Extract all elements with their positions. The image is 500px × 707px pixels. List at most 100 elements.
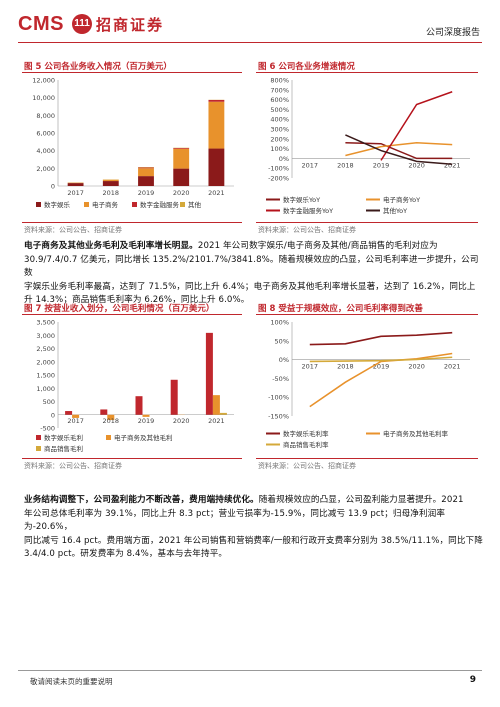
bar-0-0: [67, 183, 84, 186]
figure-8-top-rule: [256, 314, 478, 315]
bar-0-2: [138, 176, 154, 186]
x-tick-label-0-3: 2020: [173, 189, 190, 197]
x-tick-label-0-2: 2019: [138, 189, 155, 197]
figure-5-source: 资料来源：公司公告、招商证券: [24, 226, 122, 234]
legend-label-0-3: 其他: [188, 200, 202, 209]
figure-5-bottom-rule: [22, 222, 242, 223]
figure-8-title: 图 8 受益于规模效应，公司毛利率得到改善: [258, 304, 423, 314]
legend-label-0-1: 电子商务: [92, 200, 119, 209]
y-tick-label-2-3: 1,000: [36, 385, 55, 393]
figure-6-top-rule: [256, 72, 478, 73]
y-tick-label-1-2: 0%: [279, 155, 289, 163]
x-tick-label-2-1: 2018: [103, 417, 120, 425]
x-tick-label-0-0: 2017: [67, 189, 84, 197]
bar-0-1: [102, 181, 119, 186]
figure-7-title: 图 7 按营业收入划分，公司毛利情况（百万美元）: [24, 304, 215, 314]
x-tick-label-2-4: 2021: [208, 417, 225, 425]
x-tick-label-1-4: 2021: [444, 161, 461, 169]
bar-2-1-2: [142, 414, 150, 417]
paragraph-1-line-2: 30.9/7.4/0.7 亿美元，同比增长 135.2%/2101.7%/384…: [24, 254, 479, 279]
y-tick-label-3-5: 100%: [270, 319, 289, 327]
y-tick-label-0-6: 12,000: [32, 77, 55, 85]
x-tick-label-3-2: 2019: [373, 363, 390, 371]
y-tick-label-0-4: 8,000: [36, 112, 55, 120]
y-tick-label-1-7: 500%: [270, 106, 289, 114]
x-tick-label-1-3: 2020: [408, 161, 425, 169]
x-tick-label-2-0: 2017: [67, 417, 84, 425]
y-tick-label-2-8: 3,500: [36, 319, 55, 327]
y-tick-label-1-10: 800%: [270, 77, 289, 85]
legend-label-2-1: 电子商务及其他毛利: [114, 433, 173, 442]
y-tick-label-2-1: 0: [51, 411, 55, 419]
figure-5-chart: 0 2,000 4,000 6,000 8,000 10,000 12,000 2017 201…: [32, 77, 234, 209]
legend-label-0-2: 数字金融服务: [140, 200, 180, 209]
legend-label-0-0: 数字娱乐: [44, 200, 71, 209]
bar-2-1-1: [107, 414, 115, 421]
y-tick-label-1-0: -200%: [268, 175, 289, 183]
legend-swatch-2-1: [106, 435, 111, 440]
legend-swatch-0-0: [36, 202, 41, 207]
x-tick-label-3-3: 2020: [408, 363, 425, 371]
legend-label-1-2: 数字金融服务YoY: [283, 206, 333, 215]
legend-swatch-2-0: [36, 435, 41, 440]
paragraph-2-line-4: 3.4/4.0 pct。研发费率为 8.4%，基本与去年持平。: [24, 549, 228, 560]
series-line-1-2: [380, 91, 453, 161]
y-tick-label-0-5: 10,000: [32, 94, 55, 102]
legend-label-3-1: 电子商务及其他毛利率: [383, 429, 449, 438]
y-tick-label-2-2: 500: [43, 398, 55, 406]
legend-label-2-0: 数字娱乐毛利: [44, 433, 83, 442]
y-tick-label-3-1: -100%: [268, 394, 289, 402]
bar-0-3: [173, 168, 190, 186]
legend-swatch-0-1: [84, 202, 89, 207]
legend-swatch-0-2: [132, 202, 137, 207]
report-type: 公司深度报告: [425, 28, 480, 38]
y-tick-label-2-4: 1,500: [36, 372, 55, 380]
bar-0-4: [208, 148, 225, 186]
footer-disclaimer: 敬请阅读末页的重要说明: [30, 677, 113, 686]
series-line-1-1: [345, 141, 453, 157]
paragraph-1: 电子商务及其他业务毛利及毛利率增长明显。2021 年公司数字娱乐/电子商务及其他…: [24, 240, 484, 308]
header-divider: [18, 42, 482, 43]
y-tick-label-3-4: 50%: [275, 337, 289, 345]
series-line-1-3: [345, 134, 453, 166]
paragraph-1-line-3: 字娱乐业务毛利率最高，达到了 71.5%，同比上升 6.4%；电子商务及其他毛利…: [24, 281, 476, 292]
y-tick-label-1-5: 300%: [270, 126, 289, 134]
paragraph-1-line-4: 升 14.3%；商品销售毛利率为 6.26%，同比上升 6.0%。: [24, 295, 250, 306]
legend-swatch-2-2: [36, 446, 41, 451]
legend-label-3-2: 商品销售毛利率: [283, 440, 329, 449]
y-tick-label-2-0: -500: [40, 425, 55, 433]
bar-1-2: [138, 168, 154, 177]
figure-8-bottom-rule: [256, 458, 478, 459]
y-tick-label-1-1: -100%: [268, 165, 289, 173]
logo-company-name: 招商证券: [96, 16, 165, 34]
x-tick-label-0-4: 2021: [208, 189, 225, 197]
x-tick-label-1-2: 2019: [373, 161, 390, 169]
legend-label-2-2: 商品销售毛利: [44, 444, 83, 453]
y-tick-label-1-3: 100%: [270, 145, 289, 153]
x-tick-label-2-3: 2020: [173, 417, 190, 425]
series-line-3-0: [309, 331, 453, 346]
y-tick-label-0-1: 2,000: [36, 165, 55, 173]
y-tick-label-0-2: 4,000: [36, 147, 55, 155]
legend-label-1-1: 电子商务YoY: [383, 195, 420, 204]
paragraph-2-line-2: 年公司总体毛利率为 39.1%，同比上升 8.3 pct；营业亏损率为-15.9…: [24, 508, 446, 533]
figure-8-source: 资料来源：公司公告、招商证券: [258, 462, 356, 470]
figure-5-top-rule: [22, 72, 242, 73]
bar-2-0-3: [170, 379, 178, 415]
bar-1-3: [173, 148, 190, 169]
legend-swatch-0-3: [180, 202, 185, 207]
logo-cms-text: CMS: [18, 13, 64, 35]
bar-1-4: [208, 101, 225, 149]
legend-label-3-0: 数字娱乐毛利率: [283, 429, 329, 438]
y-tick-label-2-7: 3,000: [36, 332, 55, 340]
figure-6-bottom-rule: [256, 222, 478, 223]
x-tick-label-3-1: 2018: [337, 363, 354, 371]
figure-8-chart: -150% -100% -50% 0% 50% 100% 2017 2018 2019 2020 2…: [266, 319, 470, 449]
bar-2-2: [138, 167, 154, 169]
paragraph-1-line-1: 2021 年公司数字娱乐/电子商务及其他/商品销售的毛利对应为: [197, 241, 438, 251]
logo-badge-icon: 111: [72, 14, 92, 34]
figure-6-title: 图 6 公司各业务增速情况: [258, 62, 355, 72]
footer-divider: [18, 670, 482, 671]
paragraph-2-lead: 业务结构调整下，公司盈利能力不断改善，费用端持续优化。: [24, 495, 259, 505]
y-tick-label-3-2: -50%: [272, 375, 289, 383]
